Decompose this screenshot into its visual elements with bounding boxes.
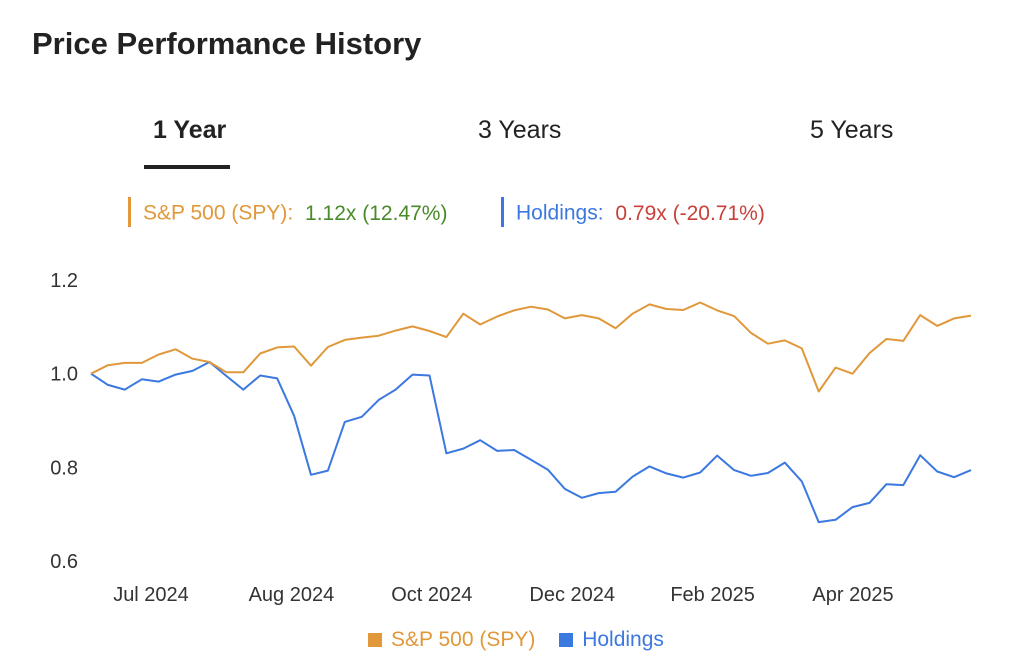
spy-summary-value: 1.12x (12.47%) <box>305 201 448 225</box>
x-tick-label: Feb 2025 <box>670 584 755 606</box>
page-title: Price Performance History <box>32 26 422 61</box>
x-tick-label: Dec 2024 <box>529 584 615 606</box>
period-tabs: 1 Year 3 Years 5 Years <box>0 112 1024 172</box>
holdings-marker-icon <box>501 197 504 227</box>
holdings-summary-value: 0.79x (-20.71%) <box>615 201 765 225</box>
tab-1-year[interactable]: 1 Year <box>153 116 227 144</box>
y-tick-label: 1.2 <box>50 270 78 292</box>
spy-marker-icon <box>128 197 131 227</box>
x-tick-label: Aug 2024 <box>249 584 335 606</box>
y-tick-label: 0.8 <box>50 457 78 479</box>
spy-series-line <box>90 301 972 393</box>
holdings-summary: Holdings: 0.79x (-20.71%) <box>501 197 765 229</box>
x-tick-label: Oct 2024 <box>391 584 472 606</box>
legend-label-spy: S&P 500 (SPY) <box>391 628 536 651</box>
spy-summary: S&P 500 (SPY): 1.12x (12.47%) <box>128 197 448 229</box>
x-tick-label: Jul 2024 <box>113 584 189 606</box>
holdings-legend-swatch-icon <box>559 633 574 647</box>
x-tick-label: Apr 2025 <box>812 584 893 606</box>
active-tab-indicator <box>144 165 230 169</box>
y-tick-label: 1.0 <box>50 364 78 386</box>
tab-3-years[interactable]: 3 Years <box>478 116 562 144</box>
legend-item-holdings[interactable]: Holdings <box>559 628 664 651</box>
legend-item-spy[interactable]: S&P 500 (SPY) <box>368 628 535 651</box>
legend-label-holdings: Holdings <box>582 628 664 651</box>
chart-legend: S&P 500 (SPY) Holdings <box>368 628 664 652</box>
tab-5-years[interactable]: 5 Years <box>810 116 894 144</box>
y-tick-label: 0.6 <box>50 551 78 573</box>
holdings-summary-label: Holdings: <box>516 201 604 225</box>
spy-legend-swatch-icon <box>368 633 382 647</box>
spy-summary-label: S&P 500 (SPY): <box>143 201 294 225</box>
holdings-series-line <box>90 361 972 524</box>
